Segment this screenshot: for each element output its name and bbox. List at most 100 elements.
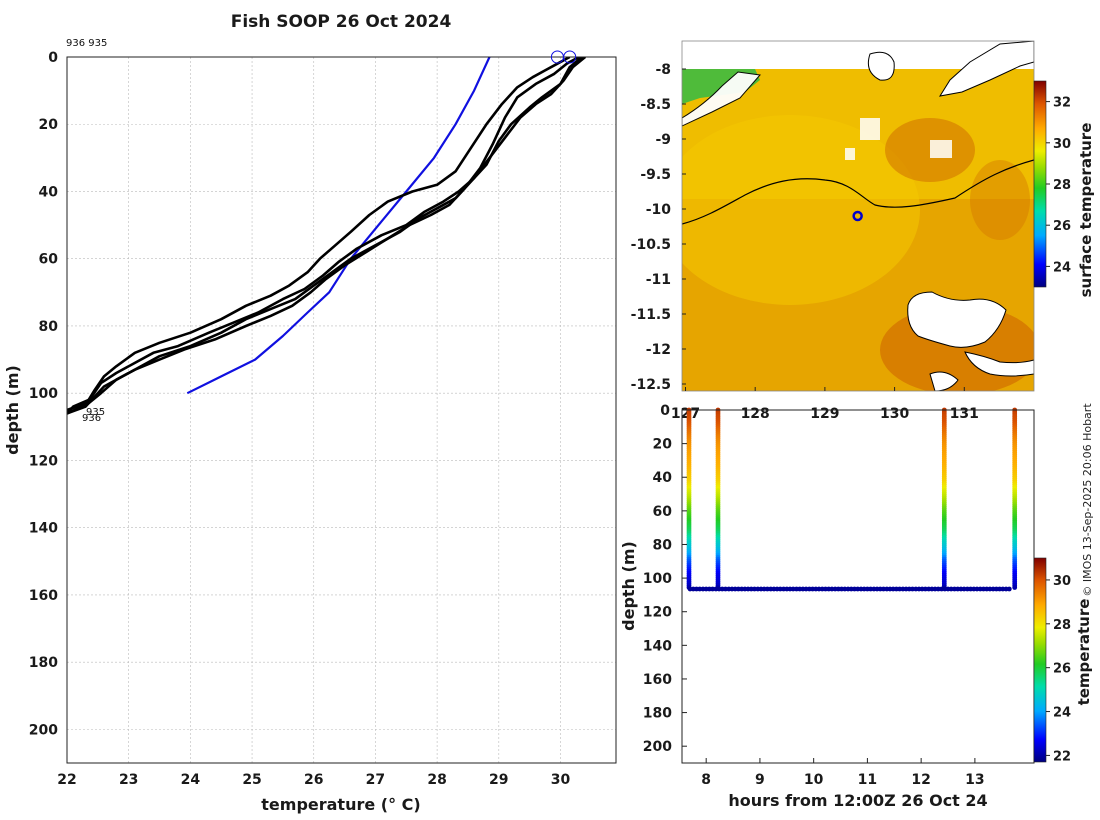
sst-colorbar-label: surface temperature <box>1077 123 1095 298</box>
timeseries-colorbar-tick-label: 28 <box>1053 618 1071 633</box>
sst-colorbar-tick-label: 32 <box>1053 96 1071 111</box>
sst-map-x-tick-label: 131 <box>950 406 979 422</box>
timeseries-x-tick-label: 9 <box>755 772 765 788</box>
timeseries-point <box>842 586 848 592</box>
profile-header-labels: 936 935 <box>66 38 107 49</box>
profile-x-tick-label: 28 <box>427 772 446 788</box>
timeseries-point <box>881 586 886 592</box>
imos-credit: © IMOS 13-Sep-2025 20:06 Hobart <box>1081 403 1094 597</box>
profile-x-tick-label: 29 <box>489 772 508 788</box>
profile-gridlines <box>66 56 616 763</box>
profile-y-tick-label: 0 <box>48 50 58 66</box>
profile-y-tick-label: 120 <box>29 453 58 469</box>
sst-colorbar-tick-label: 26 <box>1053 219 1071 234</box>
sst-colorbar-tick-label: 24 <box>1053 260 1071 275</box>
timeseries-y-tick-label: 160 <box>643 672 672 688</box>
sst-map-x-tick-label: 130 <box>880 406 909 422</box>
timeseries-y-tick-label: 60 <box>653 504 673 520</box>
profile-plot-area <box>67 57 616 763</box>
profile-x-tick-label: 30 <box>551 772 571 788</box>
timeseries-point <box>723 586 728 592</box>
timeseries-y-tick-label: 100 <box>643 571 672 587</box>
profile-frame <box>66 56 617 764</box>
timeseries-point <box>777 586 783 592</box>
profile-y-tick-label: 100 <box>29 386 58 402</box>
profile-line-cast-4 <box>67 57 580 415</box>
sst-map-y-tick-label: -9 <box>655 132 671 148</box>
timeseries-point <box>923 586 928 592</box>
timeseries-point <box>974 586 980 592</box>
timeseries-y-tick-label: 40 <box>653 470 673 486</box>
timeseries-points <box>686 407 1018 592</box>
timeseries-colorbar <box>1033 557 1047 763</box>
timeseries-point <box>803 586 809 592</box>
sst-map-field <box>682 41 1034 391</box>
profile-x-ticks: 22 23 24 25 26 27 28 29 30 <box>57 772 570 788</box>
profile-x-tick-label: 27 <box>366 772 385 788</box>
profile-y-tick-label: 80 <box>39 319 59 335</box>
sst-map-y-tick-label: -12.5 <box>631 377 671 393</box>
profile-y-tick-label: 160 <box>29 588 58 604</box>
timeseries-colorbar-label: temperature <box>1075 599 1093 706</box>
timeseries-point <box>697 586 703 592</box>
sst-colorbar <box>1033 80 1047 288</box>
timeseries-colorbar-tick-label: 26 <box>1053 662 1071 677</box>
timeseries-colorbar-tick-label: 30 <box>1053 574 1071 589</box>
chart-title: Fish SOOP 26 Oct 2024 <box>231 12 452 32</box>
timeseries-x-tick-label: 11 <box>858 772 877 788</box>
timeseries-y-tick-label: 200 <box>643 739 672 755</box>
vessel-location-marker <box>852 210 863 222</box>
sst-map-y-tick-label: -11 <box>646 272 671 288</box>
profile-y-ticks: 0 20 40 60 80 100 120 140 160 180 200 <box>29 50 58 738</box>
timeseries-x-axis-label: hours from 12:00Z 26 Oct 24 <box>728 791 987 810</box>
profile-x-tick-label: 25 <box>242 772 261 788</box>
timeseries-frame <box>681 409 1035 764</box>
profile-series <box>67 57 587 416</box>
profile-x-axis-label: temperature (° C) <box>261 795 420 814</box>
timeseries-x-tick-label: 12 <box>911 772 930 788</box>
sst-map-x-tick-label: 127 <box>671 406 700 422</box>
timeseries-point <box>948 586 954 592</box>
timeseries-y-tick-label: 180 <box>643 706 672 722</box>
sst-map-y-tick-label: -8.5 <box>640 97 671 113</box>
timeseries-point <box>765 586 770 592</box>
profile-line-cast-3 <box>67 57 571 416</box>
timeseries-y-tick-label: 120 <box>643 605 672 621</box>
timeseries-colorbar-tick-label: 22 <box>1053 749 1071 764</box>
sst-map-x-tick-label: 129 <box>810 406 839 422</box>
sst-map-y-tick-label: -10 <box>646 202 672 218</box>
sst-colorbar-tick-label: 28 <box>1053 178 1071 193</box>
timeseries-x-tick-label: 13 <box>965 772 984 788</box>
profile-y-axis-label: depth (m) <box>3 365 22 455</box>
timeseries-chart: 8 9 10 11 12 13 20 40 60 80 100 120 140 160 180 200 0 h… <box>619 403 1093 810</box>
sst-map-y-tick-label: -9.5 <box>640 167 671 183</box>
profile-x-tick-label: 24 <box>181 772 201 788</box>
profile-x-tick-label: 26 <box>304 772 323 788</box>
timeseries-point <box>961 586 967 592</box>
sst-map-y-tick-label: -8 <box>655 62 671 78</box>
timeseries-point <box>987 586 993 592</box>
profile-label-935: 935 <box>86 407 105 418</box>
profile-label-936: 936 <box>82 413 101 424</box>
profile-line-cast-2 <box>67 57 587 412</box>
timeseries-top-tick: 0 <box>660 403 670 419</box>
profile-chart: 22 23 24 25 26 27 28 29 30 0 20 40 60 80 100 120 140 160… <box>3 38 617 814</box>
profile-y-tick-label: 140 <box>29 521 58 537</box>
timeseries-colorbar-ticks: 22 24 26 28 30 <box>1046 574 1071 764</box>
profile-y-tick-label: 180 <box>29 655 58 671</box>
timeseries-y-axis-label: depth (m) <box>619 541 638 631</box>
sst-map-y-tick-label: -10.5 <box>631 237 671 253</box>
timeseries-y-tick-label: 140 <box>643 638 672 654</box>
timeseries-x-tick-label: 10 <box>804 772 824 788</box>
timeseries-y-tick-label: 20 <box>653 437 673 453</box>
timeseries-point <box>710 586 715 592</box>
timeseries-colorbar-tick-label: 24 <box>1053 706 1071 721</box>
surface-marker <box>563 50 577 64</box>
timeseries-point <box>829 586 835 592</box>
timeseries-ticks: 8 9 10 11 12 13 20 40 60 80 100 120 140 160 180 200 <box>643 437 985 788</box>
sst-colorbar-tick-label: 30 <box>1053 137 1071 152</box>
profile-x-tick-label: 23 <box>119 772 138 788</box>
timeseries-point <box>790 586 796 592</box>
timeseries-point <box>935 586 941 592</box>
